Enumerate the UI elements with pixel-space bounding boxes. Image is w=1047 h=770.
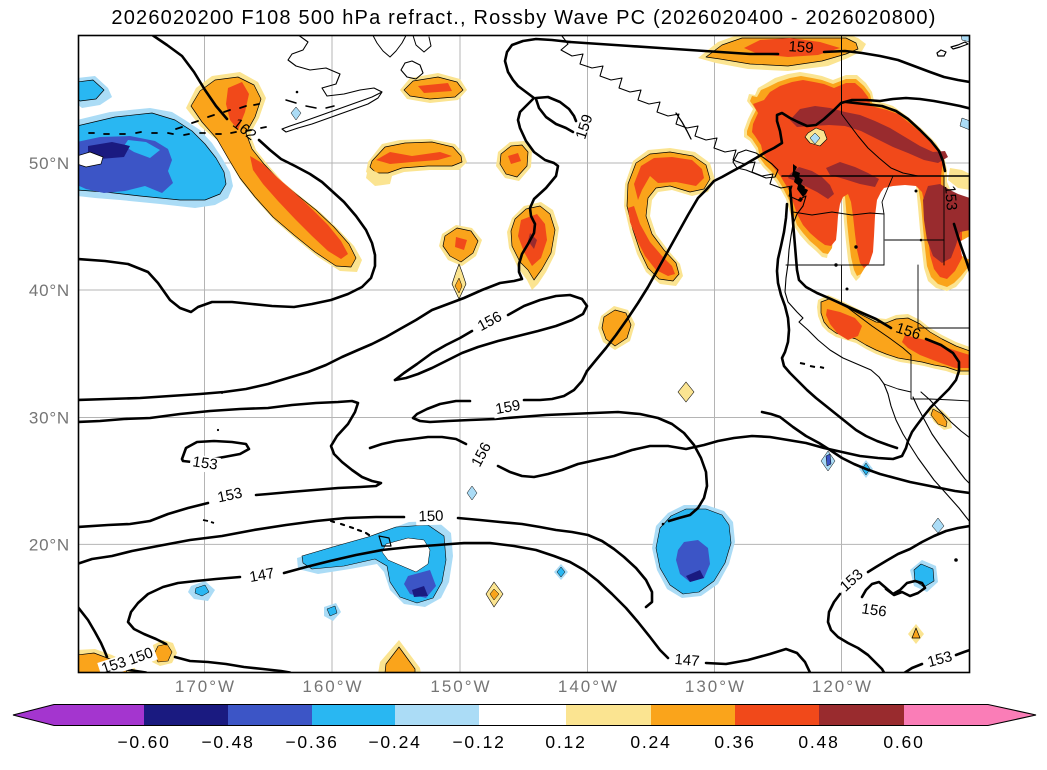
svg-text:130°W: 130°W <box>685 677 746 696</box>
svg-text:20°N: 20°N <box>29 535 70 554</box>
svg-text:−0.36: −0.36 <box>285 732 338 752</box>
svg-text:50°N: 50°N <box>29 154 70 173</box>
svg-text:0.36: 0.36 <box>714 732 755 752</box>
svg-text:170°W: 170°W <box>175 677 236 696</box>
svg-text:0.60: 0.60 <box>883 732 924 752</box>
svg-text:156: 156 <box>860 600 887 620</box>
svg-text:150: 150 <box>418 508 444 526</box>
svg-text:−0.60: −0.60 <box>117 732 170 752</box>
svg-text:0.12: 0.12 <box>545 732 586 752</box>
svg-text:40°N: 40°N <box>29 281 70 300</box>
svg-text:153: 153 <box>99 654 128 678</box>
svg-text:156: 156 <box>894 320 923 344</box>
svg-text:−0.48: −0.48 <box>201 732 254 752</box>
svg-text:147: 147 <box>248 565 276 586</box>
svg-text:153: 153 <box>926 648 955 671</box>
svg-text:0.48: 0.48 <box>798 732 839 752</box>
svg-text:−0.12: −0.12 <box>452 732 505 752</box>
svg-text:159: 159 <box>788 38 814 57</box>
svg-text:159: 159 <box>573 112 597 141</box>
svg-text:30°N: 30°N <box>29 409 70 428</box>
svg-text:−0.24: −0.24 <box>368 732 421 752</box>
svg-text:140°W: 140°W <box>558 677 619 696</box>
svg-text:0.24: 0.24 <box>630 732 671 752</box>
svg-text:153: 153 <box>941 185 960 211</box>
svg-text:2026020200 F108 500 hPa refrac: 2026020200 F108 500 hPa refract., Rossby… <box>111 7 936 29</box>
svg-text:153: 153 <box>216 485 244 507</box>
svg-text:150°W: 150°W <box>430 677 491 696</box>
svg-text:120°W: 120°W <box>812 677 873 696</box>
svg-text:159: 159 <box>494 397 522 418</box>
svg-text:147: 147 <box>674 651 700 670</box>
svg-text:153: 153 <box>191 453 218 473</box>
svg-text:160°W: 160°W <box>302 677 363 696</box>
